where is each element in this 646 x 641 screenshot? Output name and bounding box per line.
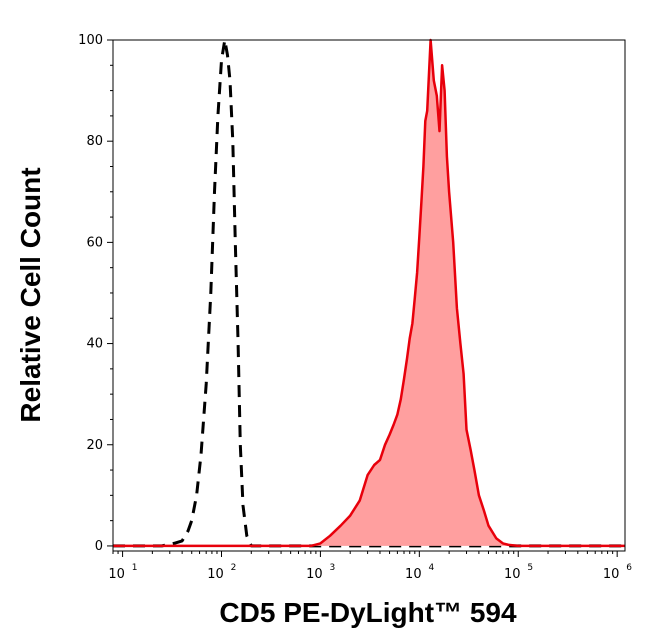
series-1-line [113, 38, 625, 548]
x-tick-exponent: 5 [527, 563, 533, 573]
y-tick-label: 100 [78, 33, 103, 48]
series-1-fill [113, 40, 625, 546]
x-tick-label: 10 [108, 567, 125, 582]
y-tick-label: 0 [95, 539, 103, 554]
axes: 0 20 40 60 80 100 10 1 10 2 10 3 10 4 10 5 10 6 [78, 33, 632, 582]
x-tick-exponent: 3 [330, 563, 336, 573]
x-tick-label: 10 [603, 567, 620, 582]
y-tick-label: 40 [86, 337, 103, 352]
x-tick-exponent: 4 [428, 563, 434, 573]
y-tick-label: 20 [86, 438, 103, 453]
plot-area [113, 38, 625, 548]
y-tick-label: 80 [86, 134, 103, 149]
x-tick-label: 10 [405, 567, 422, 582]
x-tick-exponent: 2 [231, 563, 237, 573]
series-0-line [113, 38, 625, 548]
plot-frame [112, 39, 626, 552]
x-axis-title: CD5 PE-DyLight™ 594 [219, 597, 517, 628]
y-tick-label: 60 [86, 235, 103, 250]
y-axis-title: Relative Cell Count [15, 167, 46, 422]
x-tick-exponent: 1 [132, 563, 138, 573]
x-tick-label: 10 [306, 567, 323, 582]
x-tick-label: 10 [504, 567, 521, 582]
x-tick-label: 10 [207, 567, 224, 582]
x-tick-exponent: 6 [626, 563, 632, 573]
